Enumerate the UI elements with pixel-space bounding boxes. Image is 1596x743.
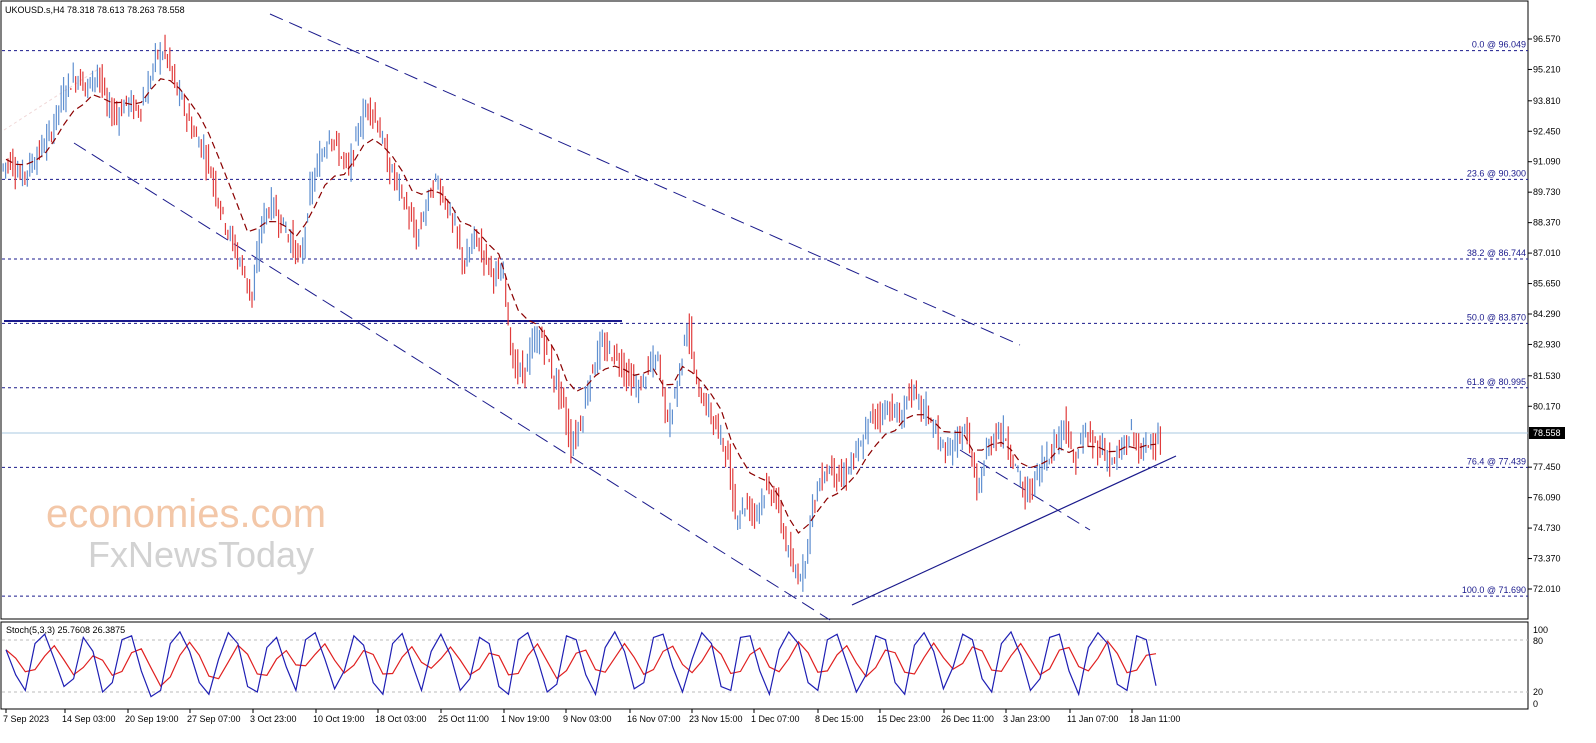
price-tick-label: 95.210 (1533, 64, 1561, 74)
fib-level-label: 23.6 @ 90.300 (1467, 168, 1526, 178)
moving-average-line (5, 78, 1157, 534)
time-tick-label: 7 Sep 2023 (3, 714, 49, 724)
price-tick-label: 72.010 (1533, 584, 1561, 594)
candles (2, 34, 1162, 592)
time-tick-label: 10 Oct 19:00 (313, 714, 365, 724)
fib-level-label: 50.0 @ 83.870 (1467, 312, 1526, 322)
fib-level-label: 61.8 @ 80.995 (1467, 377, 1526, 387)
channel-lower-line (73, 142, 831, 621)
time-tick-label: 1 Dec 07:00 (751, 714, 800, 724)
stoch-panel-frame (0, 621, 1529, 710)
time-tick-label: 16 Nov 07:00 (627, 714, 681, 724)
price-tick-label: 80.170 (1533, 401, 1561, 411)
price-tick-label: 91.090 (1533, 157, 1561, 167)
price-tick-label: 92.450 (1533, 126, 1561, 136)
fib-level-label: 100.0 @ 71.690 (1462, 585, 1526, 595)
current-price-label: 78.558 (1533, 428, 1561, 438)
time-tick-label: 27 Sep 07:00 (187, 714, 241, 724)
fib-level-label: 76.4 @ 77.439 (1467, 456, 1526, 466)
price-tick-label: 81.530 (1533, 371, 1561, 381)
stoch-axis-100: 100 (1533, 625, 1548, 635)
time-tick-label: 8 Dec 15:00 (815, 714, 864, 724)
price-tick-label: 88.370 (1533, 218, 1561, 228)
time-tick-label: 20 Sep 19:00 (125, 714, 179, 724)
price-tick-label: 84.290 (1533, 309, 1561, 319)
stoch-axis-0: 0 (1533, 699, 1538, 709)
price-tick-label: 89.730 (1533, 187, 1561, 197)
stoch-axis-20: 20 (1533, 687, 1543, 697)
time-tick-label: 3 Oct 23:00 (250, 714, 297, 724)
time-tick-label: 25 Oct 11:00 (438, 714, 489, 724)
time-tick-label: 15 Dec 23:00 (877, 714, 931, 724)
stoch-main-line (5, 630, 1157, 698)
watermark-economies: economies.com (46, 492, 326, 536)
stoch-signal-line (5, 640, 1157, 687)
fib-level-label: 38.2 @ 86.744 (1467, 248, 1526, 258)
price-tick-label: 93.810 (1533, 96, 1561, 106)
time-axis: 7 Sep 2023 14 Sep 03:00 20 Sep 19:00 27 Sep… (3, 709, 1180, 724)
time-tick-label: 14 Sep 03:00 (62, 714, 116, 724)
price-tick-label: 73.370 (1533, 554, 1561, 564)
stoch-label: Stoch(5,3,3) 25.7608 26.3875 (6, 625, 125, 635)
price-tick-label: 77.450 (1533, 462, 1561, 472)
price-tick-label: 96.570 (1533, 34, 1561, 44)
current-price-tag (1529, 427, 1565, 439)
time-tick-label: 18 Oct 03:00 (375, 714, 427, 724)
time-tick-label: 18 Jan 11:00 (1129, 714, 1180, 724)
fib-level-label: 0.0 @ 96.049 (1472, 40, 1526, 50)
price-tick-label: 76.090 (1533, 493, 1561, 503)
main-panel-frame (0, 0, 1529, 620)
ascending-support-line (851, 455, 1177, 606)
price-tick-label: 74.730 (1533, 523, 1561, 533)
watermark: economies.com FxNewsToday (46, 492, 326, 575)
watermark-fxnewstoday: FxNewsToday (88, 534, 314, 575)
price-tick-label: 87.010 (1533, 248, 1561, 258)
time-tick-label: 3 Jan 23:00 (1003, 714, 1050, 724)
faint-guide-line (3, 67, 101, 131)
time-tick-label: 11 Jan 07:00 (1067, 714, 1118, 724)
price-tick-label: 82.930 (1533, 339, 1561, 349)
channel-upper-line (269, 13, 1021, 346)
time-tick-label: 9 Nov 03:00 (563, 714, 612, 724)
time-tick-label: 26 Dec 11:00 (941, 714, 994, 724)
price-axis: 96.570 95.210 93.810 92.450 91.090 89.730 88.3… (1528, 34, 1561, 594)
fibonacci-levels: 0.0 @ 96.049 23.6 @ 90.300 38.2 @ 86.744 50… (2, 40, 1528, 597)
time-tick-label: 1 Nov 19:00 (501, 714, 550, 724)
symbol-header: UKOUSD.s,H4 78.318 78.613 78.263 78.558 (5, 5, 185, 15)
stoch-axis-80: 80 (1533, 636, 1543, 646)
trend-channel (3, 13, 1177, 621)
price-tick-label: 85.650 (1533, 279, 1561, 289)
time-tick-label: 23 Nov 15:00 (689, 714, 743, 724)
